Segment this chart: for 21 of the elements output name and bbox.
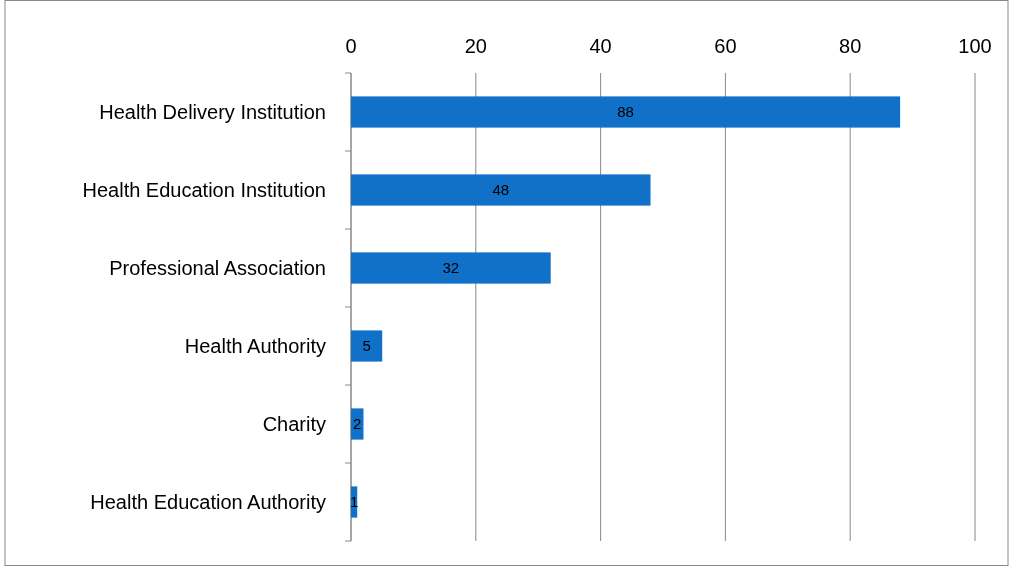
x-tick-label: 100	[958, 35, 992, 57]
x-tick-label: 20	[464, 35, 487, 57]
y-tick-label: Professional Association	[109, 257, 326, 279]
data-label: 32	[442, 259, 460, 277]
bar	[351, 252, 551, 284]
y-tick-label: Health Authority	[184, 335, 326, 357]
bar	[351, 96, 901, 128]
x-tick-label: 0	[345, 35, 357, 57]
x-tick-label: 60	[714, 35, 737, 57]
data-label: 48	[492, 181, 510, 199]
y-tick-label: Health Delivery Institution	[99, 101, 326, 123]
data-label: 88	[617, 103, 634, 121]
x-tick-label: 80	[839, 35, 862, 57]
data-label: 2	[353, 415, 362, 433]
y-tick-label: Charity	[262, 413, 326, 435]
x-tick-label: 40	[589, 35, 612, 57]
bar	[351, 174, 651, 206]
y-tick-label: Health Education Authority	[90, 491, 326, 513]
data-label: 5	[362, 337, 371, 355]
y-tick-label: Health Education Institution	[82, 179, 326, 201]
bar	[351, 330, 383, 362]
